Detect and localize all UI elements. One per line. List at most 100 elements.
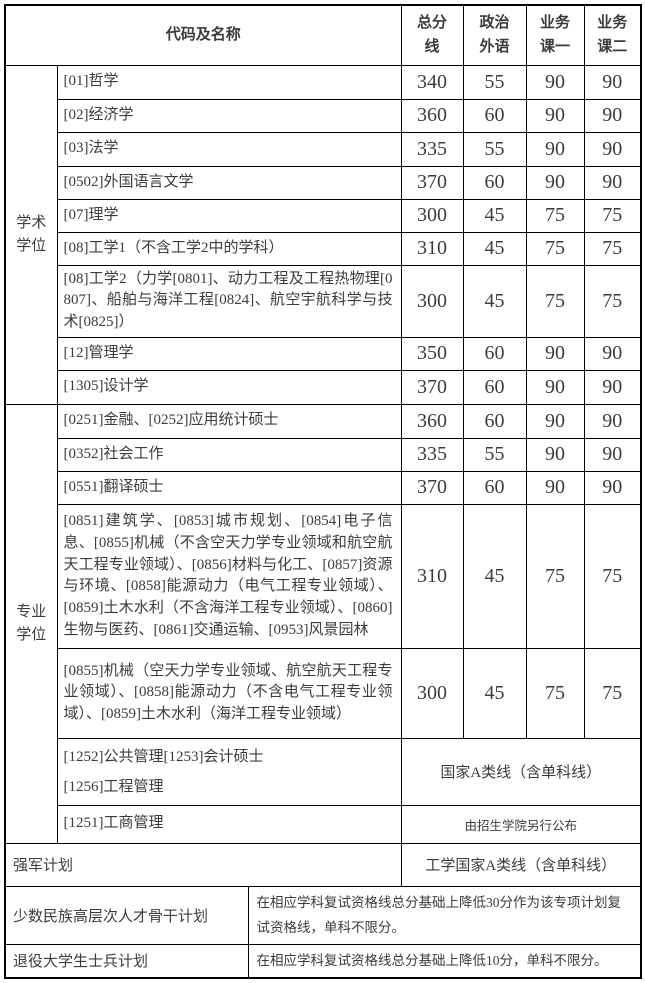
table-row: 专业学位 [0251]金融、[0252]应用统计硕士 360 60 90 90 [4, 403, 642, 844]
table-row: [1251]工商管理 由招生学院另行公布 [5, 804, 642, 844]
plan-label-military-strengthening: 强军计划 [4, 842, 402, 887]
score-cell: 75 [525, 264, 585, 338]
header-code-and-name: 代码及名称 [4, 4, 402, 66]
table-row: 退役大学生士兵计划 在相应学科复试资格线总分基础上降低10分，单科不限分。 [4, 944, 642, 979]
header-total-score-line: 总分 线 [400, 4, 464, 66]
score-cell: 90 [583, 369, 642, 405]
score-cell: 90 [583, 64, 642, 100]
program-name-cell: [0352]社会工作 [56, 437, 402, 472]
score-cell: 75 [583, 503, 642, 649]
score-cell: 55 [462, 131, 527, 167]
score-cell: 335 [400, 437, 464, 472]
table-row: [02]经济学 360 60 90 90 [5, 98, 642, 133]
score-cell: 90 [525, 131, 585, 167]
score-cell: 90 [525, 403, 585, 439]
table-row: [07]理学 300 45 75 75 [5, 198, 642, 233]
table-row: [0851]建筑学、[0853]城市规划、[0854]电子信息、[0855]机械… [5, 503, 642, 649]
score-cell: 75 [525, 503, 585, 649]
note-cell-engineering-national-a-line: 工学国家A类线（含单科线） [400, 842, 642, 887]
score-cell: 75 [583, 231, 642, 266]
score-cell: 335 [400, 131, 464, 167]
header-politics-foreign-language: 政治 外语 [462, 4, 527, 66]
admission-scores-table: 代码及名称 总分 线 政治 外语 业务 课一 业务 课二 学术学位 [01]哲学… [4, 4, 642, 979]
score-cell: 75 [583, 647, 642, 739]
score-cell: 310 [400, 503, 464, 649]
score-cell: 45 [462, 264, 527, 338]
score-cell: 60 [462, 403, 527, 439]
score-cell: 90 [525, 470, 585, 505]
table-row: [08]工学2（力学[0801]、动力工程及工程热物理[0807]、船舶与海洋工… [5, 264, 642, 338]
score-cell: 75 [525, 198, 585, 233]
plan-label-retired-soldier: 退役大学生士兵计划 [4, 944, 249, 979]
score-cell: 60 [462, 369, 527, 405]
score-cell: 60 [462, 336, 527, 371]
table-row: [12]管理学 350 60 90 90 [5, 336, 642, 371]
score-cell: 90 [525, 336, 585, 371]
program-name-cell: [0855]机械（空天力学专业领域、航空航天工程专业领域）、[0858]能源动力… [56, 647, 402, 739]
score-cell: 310 [400, 231, 464, 266]
table-row: [1252]公共管理[1253]会计硕士 [1256]工程管理 国家A类线（含单… [5, 737, 642, 806]
note-cell-announced-separately: 由招生学院另行公布 [400, 804, 642, 844]
score-cell: 300 [400, 198, 464, 233]
table-row: [0352]社会工作 335 55 90 90 [5, 437, 642, 472]
program-name-cell: [02]经济学 [56, 98, 402, 133]
score-cell: 90 [525, 437, 585, 472]
score-cell: 370 [400, 165, 464, 200]
group-label-academic-degree: 学术学位 [4, 64, 58, 405]
score-cell: 90 [525, 64, 585, 100]
score-cell: 300 [400, 647, 464, 739]
program-name-cell: [03]法学 [56, 131, 402, 167]
score-cell: 90 [525, 98, 585, 133]
table-row: 学术学位 [01]哲学 340 55 90 90 [4, 64, 642, 405]
table-row: [0855]机械（空天力学专业领域、航空航天工程专业领域）、[0858]能源动力… [5, 647, 642, 739]
table-row: [1305]设计学 370 60 90 90 [5, 369, 642, 405]
score-cell: 60 [462, 165, 527, 200]
table-row: [03]法学 335 55 90 90 [5, 131, 642, 167]
note-cell-minority-plan-rule: 在相应学科复试资格线总分基础上降低30分作为该专项计划复试资格线，单科不限分。 [247, 885, 642, 946]
score-cell: 360 [400, 403, 464, 439]
program-name-cell: [08]工学2（力学[0801]、动力工程及工程热物理[0807]、船舶与海洋工… [56, 264, 402, 338]
score-cell: 45 [462, 231, 527, 266]
header-row: 代码及名称 总分 线 政治 外语 业务 课一 业务 课二 [4, 4, 642, 66]
header-professional-course-2: 业务 课二 [583, 4, 642, 66]
score-cell: 360 [400, 98, 464, 133]
table-row: [08]工学1（不含工学2中的学科） 310 45 75 75 [5, 231, 642, 266]
score-cell: 75 [525, 231, 585, 266]
program-name-cell: [0502]外国语言文学 [56, 165, 402, 200]
score-cell: 90 [583, 437, 642, 472]
program-name-cell: [1305]设计学 [56, 369, 402, 405]
score-cell: 90 [583, 403, 642, 439]
group-label-professional-degree: 专业学位 [4, 403, 58, 844]
program-name-cell: [1252]公共管理[1253]会计硕士 [1256]工程管理 [56, 737, 402, 806]
program-name-cell: [1251]工商管理 [56, 804, 402, 844]
score-cell: 45 [462, 647, 527, 739]
header-professional-course-1: 业务 课一 [525, 4, 585, 66]
program-name-cell: [0551]翻译硕士 [56, 470, 402, 505]
score-cell: 370 [400, 470, 464, 505]
score-cell: 90 [583, 470, 642, 505]
program-name-cell: [08]工学1（不含工学2中的学科） [56, 231, 402, 266]
score-cell: 60 [462, 98, 527, 133]
table-row: [0551]翻译硕士 370 60 90 90 [5, 470, 642, 505]
note-cell-retired-soldier-rule: 在相应学科复试资格线总分基础上降低10分，单科不限分。 [247, 944, 642, 979]
score-cell: 55 [462, 437, 527, 472]
program-name-cell: [0851]建筑学、[0853]城市规划、[0854]电子信息、[0855]机械… [56, 503, 402, 649]
table-row: [0502]外国语言文学 370 60 90 90 [5, 165, 642, 200]
program-name-cell: [12]管理学 [56, 336, 402, 371]
score-cell: 90 [583, 336, 642, 371]
program-name-cell: [01]哲学 [56, 64, 402, 100]
score-cell: 350 [400, 336, 464, 371]
program-name-cell: [07]理学 [56, 198, 402, 233]
score-cell: 75 [583, 264, 642, 338]
score-cell: 90 [583, 98, 642, 133]
score-cell: 55 [462, 64, 527, 100]
score-cell: 340 [400, 64, 464, 100]
program-name-cell: [0251]金融、[0252]应用统计硕士 [56, 403, 402, 439]
score-cell: 75 [583, 198, 642, 233]
score-cell: 45 [462, 198, 527, 233]
score-cell: 370 [400, 369, 464, 405]
note-cell-national-a-line: 国家A类线（含单科线） [400, 737, 642, 806]
plan-label-minority-talent: 少数民族高层次人才骨干计划 [4, 885, 249, 946]
